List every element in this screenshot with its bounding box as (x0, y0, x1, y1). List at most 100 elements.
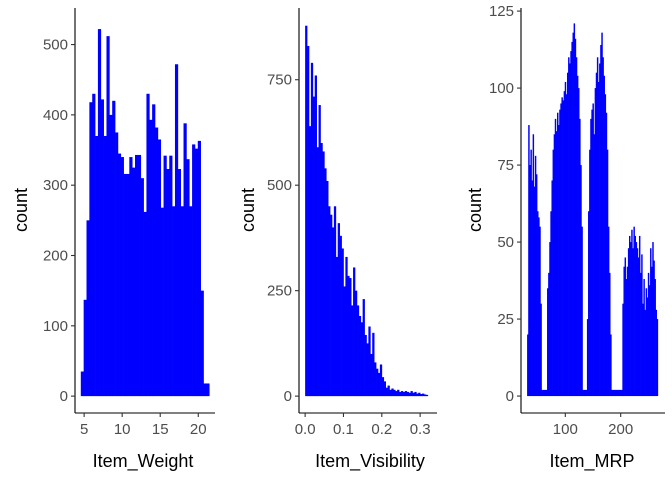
mrp-x-axis-title: Item_MRP (549, 451, 634, 472)
visibility-bar (399, 391, 402, 397)
mrp-bar (545, 389, 548, 397)
mrp-bar (623, 266, 625, 397)
mrp-bar (584, 389, 587, 397)
weight-bar (137, 154, 142, 397)
mrp-bar (547, 288, 549, 397)
mrp-bar (572, 32, 574, 397)
weight-x-tick-label: 10 (114, 421, 131, 438)
mrp-bar (629, 235, 631, 397)
mrp-bar (528, 125, 530, 397)
mrp-bar (625, 279, 628, 397)
mrp-bar (543, 389, 546, 397)
weight-bar (200, 290, 204, 397)
mrp-bar (621, 389, 623, 397)
mrp-bar (592, 103, 594, 397)
weight-y-tick-label: 300 (43, 177, 68, 194)
mrp-bar (611, 389, 613, 397)
visibility-bar (316, 147, 319, 397)
mrp-bar (583, 389, 586, 397)
mrp-bar (575, 57, 578, 397)
weight-bar (80, 371, 84, 397)
visibility-bar (326, 180, 329, 397)
mrp-bar (542, 389, 545, 397)
mrp-bar (613, 389, 615, 397)
mrp-bar (569, 63, 571, 397)
visibility-bar (381, 377, 385, 397)
weight-bar (135, 154, 139, 397)
mrp-bar (652, 242, 654, 397)
mrp-bar (529, 165, 531, 397)
mrp-bar (566, 72, 569, 397)
weight-bar (103, 135, 107, 397)
weight-bar (192, 144, 196, 397)
weight-bar (174, 64, 179, 397)
mrp-bar (560, 103, 562, 397)
mrp-bar (559, 109, 561, 397)
visibility-bar (328, 206, 331, 397)
mrp-bar (531, 180, 533, 397)
mrp-bar (642, 303, 644, 397)
mrp-bar (620, 389, 622, 397)
mrp-bar (554, 118, 557, 397)
visibility-bar (420, 394, 423, 397)
visibility-bar (333, 206, 337, 397)
visibility-y-tick-label: 0 (284, 388, 292, 405)
visibility-bar (416, 393, 419, 397)
mrp-bar (638, 235, 641, 397)
visibility-bar (379, 364, 383, 397)
mrp-bar (590, 118, 592, 397)
mrp-y-tick-label: 50 (497, 234, 514, 251)
mrp-bar (595, 72, 598, 397)
weight-bar (129, 157, 133, 397)
mrp-bar (537, 211, 539, 397)
visibility-bar (412, 392, 415, 397)
mrp-bar (645, 288, 648, 397)
mrp-bar (574, 38, 577, 397)
weight-bar (120, 157, 124, 397)
mrp-bar (653, 260, 655, 397)
weight-y-tick-label: 500 (43, 37, 68, 54)
mrp-bar (589, 149, 591, 397)
mrp-bar (578, 88, 580, 397)
mrp-bar (573, 23, 576, 397)
mrp-bar (552, 149, 555, 397)
mrp-bar (594, 88, 597, 397)
mrp-bar (557, 112, 559, 397)
visibility-x-tick-label: 0.2 (371, 421, 392, 438)
mrp-bar (563, 91, 566, 397)
mrp-bar (576, 75, 579, 397)
visibility-x-tick-label: 0.3 (410, 421, 431, 438)
weight-bar (169, 155, 173, 397)
visibility-bar (418, 392, 421, 397)
weight-bar (89, 102, 93, 397)
visibility-bar (377, 372, 381, 397)
mrp-bar (602, 57, 604, 397)
visibility-bar (353, 267, 356, 397)
mrp-bar (551, 180, 553, 397)
mrp-bar (534, 155, 537, 397)
mrp-bar (555, 131, 558, 397)
visibility-bar (310, 62, 314, 397)
visibility-bar (391, 388, 394, 397)
mrp-bar (591, 109, 593, 397)
mrp-bar (549, 242, 551, 397)
mrp-bar (626, 266, 629, 397)
weight-x-tick-label: 20 (190, 421, 207, 438)
mrp-bar (622, 303, 624, 397)
weight-axes: 0 100 200 300 400 500 5 10 15 20 (43, 8, 215, 438)
visibility-bar (314, 75, 317, 397)
weight-bar (97, 29, 102, 397)
visibility-bar (335, 256, 339, 397)
mrp-bar (634, 235, 636, 397)
weight-bar (183, 123, 187, 397)
weight-bar (194, 148, 199, 397)
visibility-bar (351, 305, 354, 397)
visibility-bar (356, 305, 360, 397)
visibility-bar (404, 391, 408, 397)
weight-bar (166, 169, 170, 397)
mrp-bar (596, 57, 599, 397)
visibility-bars (305, 25, 429, 397)
visibility-bar (372, 332, 375, 397)
visibility-bar (402, 391, 406, 397)
weight-bar (177, 169, 182, 397)
